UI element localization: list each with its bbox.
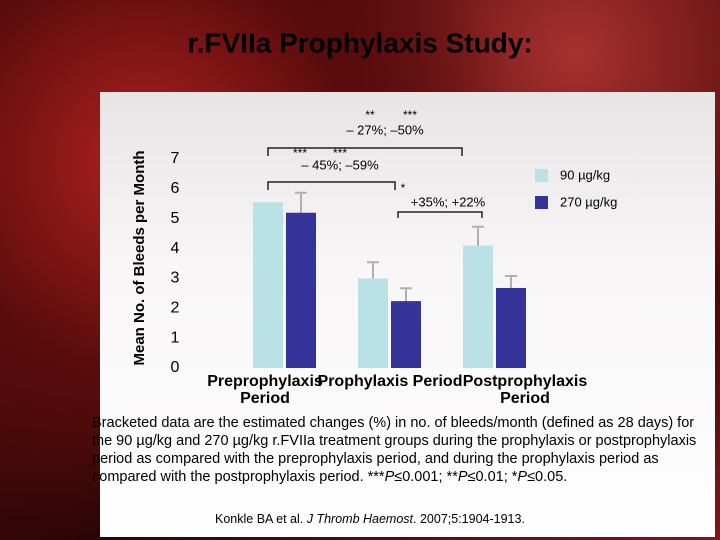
annotation: – 27%; –50% [346, 122, 424, 137]
significance-stars: ** [365, 108, 375, 122]
y-tick-label: 7 [171, 150, 180, 167]
error-bar [295, 191, 307, 213]
legend-swatch [535, 196, 548, 209]
citation-text: Konkle BA et al. [215, 512, 307, 526]
bar [391, 301, 421, 368]
footnote-text: ≤0.01; * [467, 469, 518, 485]
brackets [267, 147, 483, 218]
bar [286, 212, 316, 368]
significance-stars: *** [333, 146, 347, 160]
footnote-text: P [457, 469, 468, 485]
error-bar [400, 287, 412, 302]
y-axis-label: Mean No. of Bleeds per Month [131, 150, 148, 365]
y-tick-label: 4 [171, 240, 180, 257]
error-bar [505, 275, 517, 288]
significance-stars: *** [293, 146, 307, 160]
significance-stars: *** [403, 108, 417, 122]
bracket [397, 211, 483, 218]
annotation: – 45%; –59% [301, 157, 379, 172]
error-bar [472, 225, 484, 246]
footnote: Bracketed data are the estimated changes… [92, 414, 712, 486]
y-tick-label: 6 [171, 180, 180, 197]
bar [463, 245, 493, 368]
citation-text: J Thromb Haemost [306, 512, 414, 526]
bar [496, 287, 526, 368]
citation-text: . 2007;5:1904-1913. [413, 512, 525, 526]
bar [358, 278, 388, 368]
legend-swatch [535, 169, 548, 182]
bar [253, 202, 283, 368]
y-tick-label: 3 [171, 270, 180, 287]
significance-stars: * [401, 181, 406, 195]
footnote-text: ≤0.05. [527, 469, 568, 485]
y-tick-label: 1 [171, 329, 180, 346]
footnote-text: ≤0.001; ** [394, 469, 458, 485]
footnote-text: Bracketed data are the estimated changes… [92, 415, 697, 485]
legend-label: 270 µg/kg [560, 194, 617, 209]
bracket [267, 181, 396, 190]
footnote-text: P [384, 469, 395, 485]
footnote-text: P [517, 469, 528, 485]
y-tick-label: 0 [171, 359, 180, 376]
citation: Konkle BA et al. J Thromb Haemost. 2007;… [215, 512, 525, 526]
x-tick-label: Preprophylaxis Period [207, 373, 323, 407]
x-tick-label: Postprophylaxis Period [462, 373, 588, 407]
y-tick-label: 2 [171, 300, 180, 317]
y-tick-label: 5 [171, 210, 180, 227]
x-tick-label: Prophylaxis Period [317, 373, 463, 390]
error-bar [367, 261, 379, 279]
chart-title: r.FVIIa Prophylaxis Study: [187, 27, 532, 58]
bracket [267, 147, 463, 156]
legend-label: 90 µg/kg [560, 167, 610, 182]
annotation: +35%; +22% [411, 194, 486, 209]
